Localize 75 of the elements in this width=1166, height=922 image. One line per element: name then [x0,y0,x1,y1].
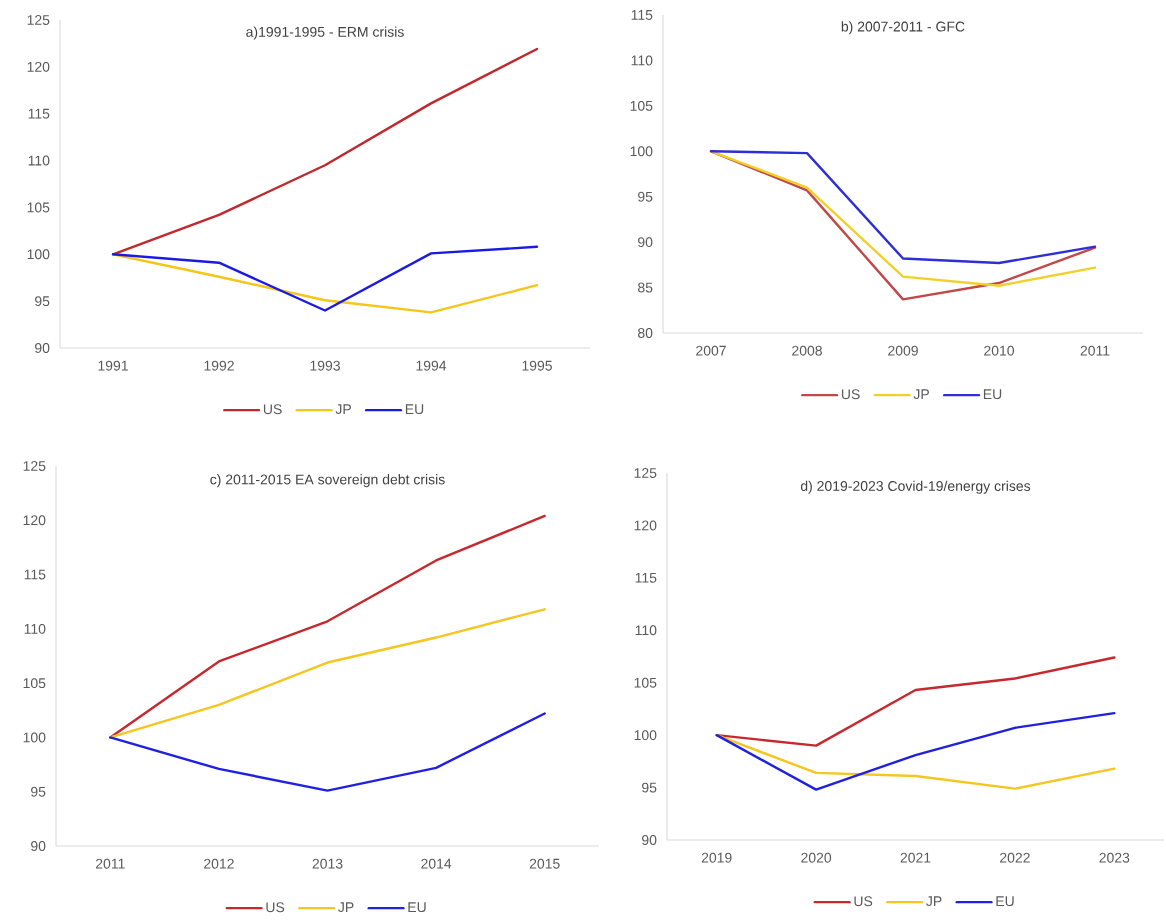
y-tick-label: 100 [27,249,50,260]
legend-label: JP [926,896,942,907]
x-tick-label: 2021 [900,852,931,863]
legend-label: US [263,404,282,415]
y-tick-label: 115 [28,108,50,119]
x-tick-label: 2010 [984,345,1015,356]
x-tick-label: 2012 [204,858,234,869]
y-tick-label: 120 [23,515,46,526]
chart-title: a)1991-1995 - ERM crisis [246,26,404,40]
y-tick-label: 125 [23,461,46,471]
legend-label: US [841,389,860,400]
y-tick-label: 110 [635,625,657,636]
legend-label: EU [405,404,424,415]
y-tick-label: 115 [631,10,653,20]
line-series [109,514,546,739]
y-tick-label: 95 [642,782,657,793]
line-series [715,656,1116,747]
y-tick-label: 110 [24,623,46,634]
x-tick-label: 2008 [792,345,822,356]
line-series [109,712,546,792]
y-tick-label: 115 [635,572,657,583]
x-tick-label: 1993 [310,360,340,371]
text: c) 2011-2015 EA sovereign debt crisis [210,474,445,488]
y-tick-label: 100 [634,730,657,741]
x-tick-label: 2011 [1080,345,1110,356]
legend-label: EU [983,389,1002,400]
legend-label: EU [408,902,426,913]
legend-label: US [854,896,873,907]
y-tick-label: 85 [638,282,653,293]
y-tick-label: 105 [630,100,653,111]
y-tick-label: 95 [31,786,46,797]
x-tick-label: 2015 [529,858,560,869]
y-tick-label: 120 [634,520,657,531]
x-tick-label: 2009 [888,345,918,356]
y-tick-label: 125 [634,468,657,478]
x-tick-label: 2020 [801,852,832,863]
x-tick-label: 1995 [522,360,552,371]
x-tick-label: 1991 [98,360,128,371]
x-tick-label: 2013 [312,858,343,869]
line-series [709,150,1097,265]
y-tick-label: 110 [28,155,50,166]
x-tick-label: 2019 [701,852,732,863]
y-tick-label: 80 [638,328,653,338]
line-series [109,608,546,739]
legend-label: US [266,902,285,913]
x-tick-label: 2022 [1000,852,1030,863]
line-series [111,47,539,256]
y-tick-label: 115 [24,569,46,580]
x-tick-label: 1992 [204,360,234,371]
y-tick-label: 110 [631,55,653,66]
x-tick-label: 2011 [95,858,125,869]
chart-title: b) 2007-2011 - GFC [841,21,965,35]
y-tick-label: 100 [630,146,653,157]
y-tick-label: 120 [27,61,50,72]
x-tick-label: 2014 [421,858,452,869]
legend-label: EU [996,896,1014,907]
y-tick-label: 100 [23,732,46,743]
x-tick-label: 1994 [416,360,447,371]
text: d) 2019-2023 Covid-19/energy crises [800,480,1031,494]
y-tick-label: 90 [638,237,653,248]
x-tick-label: 2007 [696,345,726,356]
y-tick-label: 95 [35,296,50,307]
y-tick-label: 90 [642,835,657,845]
y-tick-label: 90 [35,343,50,353]
y-tick-label: 90 [31,841,46,851]
y-tick-label: 105 [27,202,50,213]
y-tick-label: 105 [634,677,657,688]
y-tick-label: 95 [638,191,653,202]
x-tick-label: 2023 [1099,852,1130,863]
legend-label: JP [338,902,354,913]
legend-label: JP [913,389,929,400]
y-tick-label: 105 [23,678,46,689]
y-tick-label: 125 [27,15,50,25]
legend-label: JP [335,404,351,415]
line-series [715,711,1116,791]
